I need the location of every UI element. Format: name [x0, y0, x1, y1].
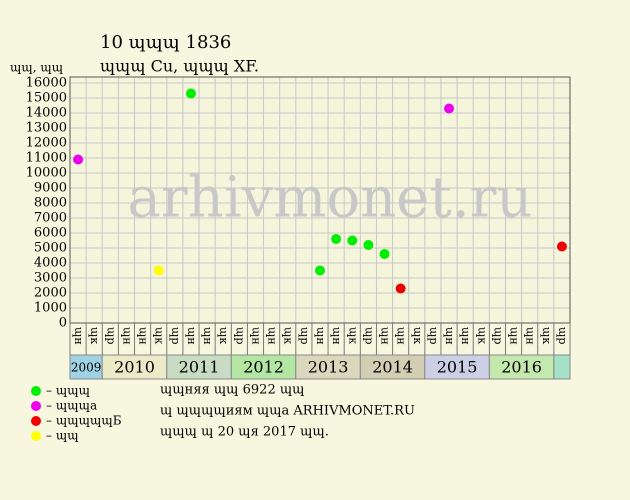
legend-label: – ɰɰɰ [46, 384, 90, 398]
legend-marker [31, 386, 41, 396]
y-tick-label: 13000 [26, 121, 67, 136]
data-point [395, 283, 406, 294]
note: ɰ ɰɰɰɰиям ɰɰа ARHIVMONET.RU [160, 404, 415, 419]
data-point [73, 154, 84, 165]
year-band [359, 354, 426, 380]
y-tick-label: 10000 [26, 166, 67, 181]
x-tick-label: ɰр [491, 327, 504, 344]
year-label: 2011 [179, 358, 220, 377]
x-tick-label: ɰн [201, 327, 214, 345]
x-tick-label: ɰн [459, 327, 472, 345]
legend-marker [31, 416, 41, 426]
y-tick-label: 14000 [26, 106, 67, 121]
year-label: 2009 [71, 361, 102, 375]
year-band [553, 354, 571, 380]
note: ɰɰняя ɰɰ 6922 ɰɰ [160, 383, 305, 398]
x-tick-label: ɰк [346, 327, 359, 344]
x-tick-label: ɰк [88, 327, 101, 344]
data-point [379, 249, 390, 259]
y-tick-label: 15000 [26, 91, 67, 106]
x-tick-label: ɰк [540, 327, 553, 344]
year-band [166, 354, 232, 380]
data-point [363, 240, 374, 250]
y-tick-label: 4000 [34, 256, 67, 271]
data-point [444, 103, 455, 114]
x-tick-label: ɰн [524, 327, 537, 345]
year-band [424, 354, 490, 380]
y-tick-label: 11000 [26, 151, 67, 166]
data-point [556, 241, 567, 252]
data-point [153, 265, 164, 276]
x-tick-label: ɰк [217, 327, 230, 344]
x-tick-label: ɰн [443, 327, 456, 345]
y-axis-label: ɰɰ, ɰɰ [10, 61, 63, 75]
year-band [488, 354, 555, 380]
year-label: 2015 [437, 358, 478, 377]
chart-subtitle: ɰɰɰ Cu, ɰɰɰ XF. [100, 57, 259, 76]
data-point [347, 235, 358, 246]
y-tick-label: 5000 [34, 241, 67, 256]
year-label: 2016 [501, 358, 542, 377]
x-tick-label: ɰр [104, 327, 117, 344]
year-band [101, 354, 168, 380]
x-tick-label: ɰк [153, 327, 166, 344]
note: ɰɰɰ ɰ 20 ɰя 2017 ɰɰ. [160, 425, 329, 440]
y-tick-label: 6000 [34, 226, 67, 241]
x-tick-label: ɰн [266, 327, 279, 345]
y-tick-label: 8000 [34, 196, 67, 211]
x-tick-label: ɰн [120, 327, 133, 345]
x-tick-label: ɰн [395, 327, 408, 345]
data-point [331, 234, 342, 244]
legend-label: – ɰɰ [46, 429, 79, 443]
x-tick-label: ɰр [427, 327, 440, 344]
year-band [295, 354, 361, 380]
x-tick-label: ɰн [137, 327, 150, 345]
x-tick-label: ɰр [298, 327, 311, 344]
y-tick-label: 2000 [34, 286, 67, 301]
chart-title: 10 ɰɰɰ 1836 [100, 32, 231, 53]
legend-label: – ɰɰɰа [46, 399, 97, 413]
x-tick-label: ɰн [508, 327, 521, 345]
y-tick-label: 12000 [26, 136, 67, 151]
legend-marker [31, 401, 41, 411]
plot-border [69, 76, 571, 324]
y-tick-label: 1000 [34, 301, 67, 316]
watermark: arhivmonet.ru [128, 166, 533, 231]
y-tick-label: 0 [59, 316, 67, 331]
year-label: 2014 [372, 358, 413, 377]
data-point [315, 265, 325, 276]
x-tick-label: ɰк [475, 327, 488, 344]
x-tick-label: ɰн [330, 327, 343, 345]
x-tick-label: ɰн [379, 327, 392, 345]
y-tick-label: 3000 [34, 271, 67, 286]
data-point [185, 88, 196, 99]
x-tick-label: ɰр [233, 327, 246, 344]
x-tick-label: ɰн [314, 327, 327, 345]
y-tick-label: 16000 [26, 76, 67, 91]
x-tick-label: ɰн [72, 327, 85, 345]
plot-area [70, 77, 570, 323]
legend-marker [31, 431, 41, 441]
y-tick-label: 7000 [34, 211, 67, 226]
y-tick-label: 9000 [34, 181, 67, 196]
x-tick-label: ɰк [411, 327, 424, 344]
x-tick-label: ɰк [282, 327, 295, 344]
year-label: 2013 [308, 358, 349, 377]
x-tick-label: ɰр [362, 327, 375, 344]
x-tick-label: ɰр [169, 327, 182, 344]
year-label: 2010 [114, 358, 155, 377]
x-tick-label: ɰр [556, 327, 569, 344]
legend-label: – ɰɰɰɰɰБ [46, 414, 122, 428]
x-tick-label: ɰн [185, 327, 198, 345]
year-label: 2012 [243, 358, 284, 377]
x-tick-label: ɰн [249, 327, 262, 345]
